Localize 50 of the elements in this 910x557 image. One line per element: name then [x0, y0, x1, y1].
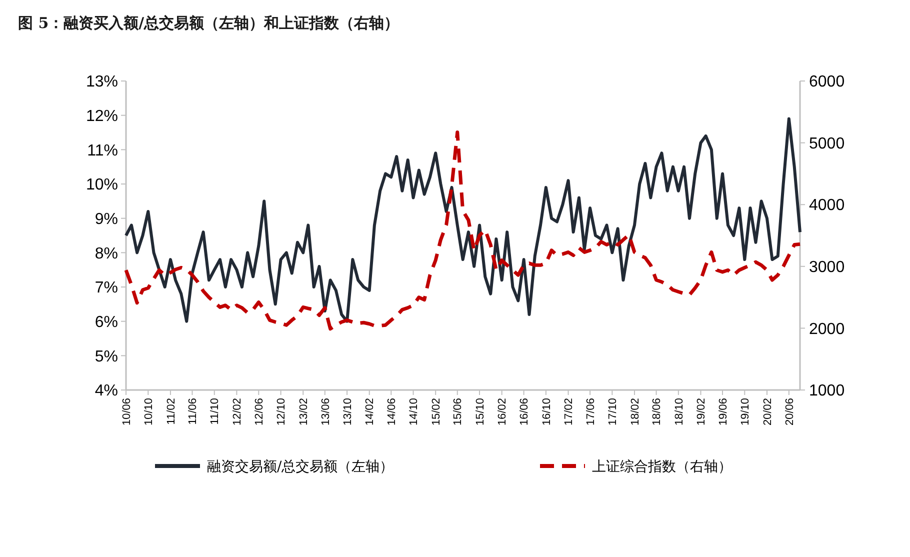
- y2-tick-label: 5000: [809, 135, 845, 152]
- x-tick-label: 19/10: [740, 398, 752, 426]
- x-tick-label: 13/10: [342, 398, 354, 426]
- x-tick-label: 18/06: [651, 398, 664, 426]
- x-tick-label: 20/06: [784, 398, 796, 426]
- x-tick-label: 18/02: [629, 398, 642, 426]
- x-tick-label: 13/06: [320, 398, 332, 426]
- y2-tick-label: 2000: [809, 320, 845, 338]
- y-tick-label: 10%: [86, 176, 118, 194]
- y-tick-label: 6%: [94, 314, 118, 331]
- y-tick-label: 5%: [94, 348, 118, 366]
- x-tick-label: 13/02: [298, 398, 310, 426]
- y-tick-label: 12%: [86, 108, 118, 125]
- x-tick-label: 10/10: [142, 398, 155, 426]
- x-tick-label: 17/10: [607, 398, 620, 426]
- x-tick-label: 19/06: [717, 398, 730, 426]
- x-tick-label: 16/10: [540, 398, 553, 426]
- y-tick-label: 9%: [94, 210, 118, 228]
- y2-tick-label: 6000: [809, 74, 845, 91]
- x-tick-label: 15/06: [452, 398, 464, 426]
- x-tick-label: 20/02: [762, 398, 774, 426]
- x-tick-label: 12/06: [254, 398, 266, 426]
- y-tick-label: 7%: [94, 280, 118, 297]
- x-tick-label: 19/02: [696, 398, 708, 426]
- legend-label: 上证综合指数（右轴）: [592, 458, 732, 475]
- x-tick-label: 11/06: [187, 398, 200, 425]
- x-tick-label: 17/02: [563, 398, 576, 426]
- y-tick-label: 4%: [94, 382, 118, 400]
- legend-label: 融资交易额/总交易额（左轴）: [207, 458, 394, 475]
- chart-title: 图 5：融资买入额/总交易额（左轴）和上证指数（右轴）: [18, 14, 400, 32]
- x-tick-label: 11/02: [165, 398, 178, 425]
- y-tick-label: 11%: [87, 142, 118, 160]
- y2-tick-label: 4000: [809, 197, 845, 214]
- y2-tick-label: 1000: [809, 382, 845, 400]
- x-tick-label: 12/10: [276, 398, 288, 426]
- x-tick-label: 17/06: [584, 398, 597, 426]
- y-tick-label: 8%: [94, 245, 118, 262]
- x-tick-label: 10/06: [120, 398, 133, 426]
- y-tick-label: 13%: [86, 74, 118, 91]
- x-tick-label: 15/02: [430, 398, 442, 426]
- x-tick-label: 14/10: [408, 398, 420, 426]
- x-tick-label: 11/10: [209, 398, 222, 425]
- x-tick-label: 16/02: [496, 398, 509, 426]
- x-tick-label: 16/06: [518, 398, 531, 426]
- x-tick-label: 14/06: [386, 398, 398, 426]
- x-tick-label: 14/02: [364, 398, 376, 426]
- y2-tick-label: 3000: [809, 259, 845, 276]
- x-tick-label: 18/10: [673, 398, 686, 426]
- x-tick-label: 12/02: [232, 398, 244, 426]
- x-tick-label: 15/10: [474, 398, 486, 426]
